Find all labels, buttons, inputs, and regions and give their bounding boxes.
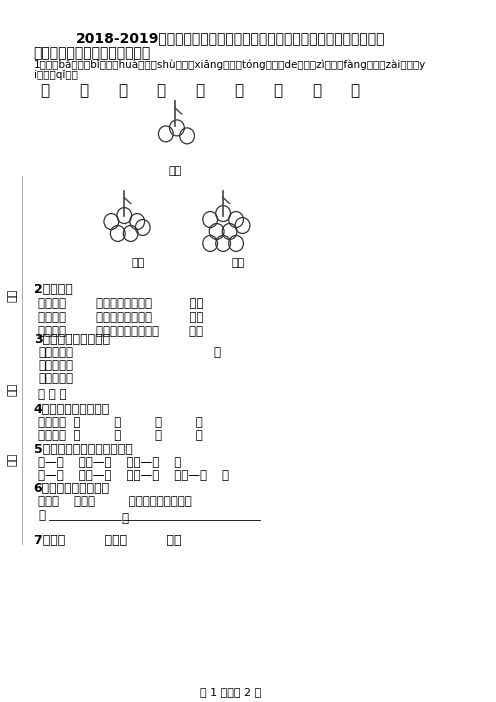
Text: 3．照样子，做一做。: 3．照样子，做一做。	[34, 333, 110, 346]
Text: 香: 香	[79, 83, 88, 98]
Text: 来—（    ）南—（    ）多—（    ）西—（    ）: 来—（ ）南—（ ）多—（ ）西—（ ）	[38, 468, 229, 482]
Text: 6．照样子，写一写。: 6．照样子，写一写。	[34, 482, 110, 496]
Text: 口，共（        ）笔，第二笔是（          ）。: 口，共（ ）笔，第二笔是（ ）。	[38, 297, 204, 310]
Text: 姓名: 姓名	[7, 383, 17, 397]
Text: 南: 南	[157, 83, 166, 98]
Text: ，: ，	[122, 512, 128, 525]
Text: 在: 在	[312, 83, 321, 98]
Text: 又长又长  又         又         又         又: 又长又长 又 又 又 又	[38, 416, 203, 429]
Text: 日 ＋ 十: 日 ＋ 十	[38, 388, 67, 401]
Text: 第 1 页，共 2 页: 第 1 页，共 2 页	[200, 687, 261, 696]
Text: ＋十: ＋十	[38, 372, 73, 385]
Text: ＋工: ＋工	[38, 359, 73, 372]
Text: 是: 是	[351, 83, 360, 98]
Text: 三画: 三画	[169, 166, 182, 176]
Text: 子: 子	[273, 83, 282, 98]
Text: 例：亻＋门: 例：亻＋门	[38, 346, 73, 359]
Text: 1．把（bǎ）笔（bǐ）画（huà）数（shù）相（xiāng）同（tóng）的（de）字（zì）放（fàng）在（zài）一（y: 1．把（bǎ）笔（bǐ）画（huà）数（shù）相（xiāng）同（tóng）的…	[34, 59, 426, 69]
Text: 言，共（        ）笔，最后一笔是（        ）。: 言，共（ ）笔，最后一笔是（ ）。	[38, 325, 203, 338]
Text: 六画: 六画	[131, 258, 145, 268]
Text: 4．照样子，写词语。: 4．照样子，写词语。	[34, 403, 110, 416]
Text: 5．写出下面词语的反义词。: 5．写出下面词语的反义词。	[34, 443, 132, 456]
Text: 九画: 九画	[231, 258, 245, 268]
Text: 2018-2019年扬州市育才小学西区校一年级上册语文模拟期末考试无答案: 2018-2019年扬州市育才小学西区校一年级上册语文模拟期末考试无答案	[76, 32, 385, 45]
Text: 上: 上	[195, 83, 204, 98]
Text: 7．许共         直，共         画。: 7．许共 直，共 画。	[34, 534, 181, 548]
Text: 2．填空。: 2．填空。	[34, 284, 72, 296]
Text: 例：棵    一棵棵         一棵棵高大的树木。: 例：棵 一棵棵 一棵棵高大的树木。	[38, 496, 192, 508]
Text: 们: 们	[214, 346, 221, 359]
Text: 耳，共（        ）笔，第五笔是（          ）。: 耳，共（ ）笔，第五笔是（ ）。	[38, 311, 204, 324]
Text: 一、想一想，填一填（填空题）: 一、想一想，填一填（填空题）	[34, 46, 151, 60]
Text: 越来越黄  越         越         越         越: 越来越黄 越 越 越 越	[38, 429, 203, 442]
Text: 分数: 分数	[7, 289, 17, 302]
Text: 早: 早	[118, 83, 127, 98]
Text: i）起（qǐ）。: i）起（qǐ）。	[34, 69, 77, 79]
Text: 干: 干	[40, 83, 50, 98]
Text: 大—（    ）东—（    ）上—（    ）: 大—（ ）东—（ ）上—（ ）	[38, 456, 182, 468]
Text: 个: 个	[38, 510, 45, 522]
Text: 班级: 班级	[7, 453, 17, 466]
Text: 西: 西	[234, 83, 244, 98]
